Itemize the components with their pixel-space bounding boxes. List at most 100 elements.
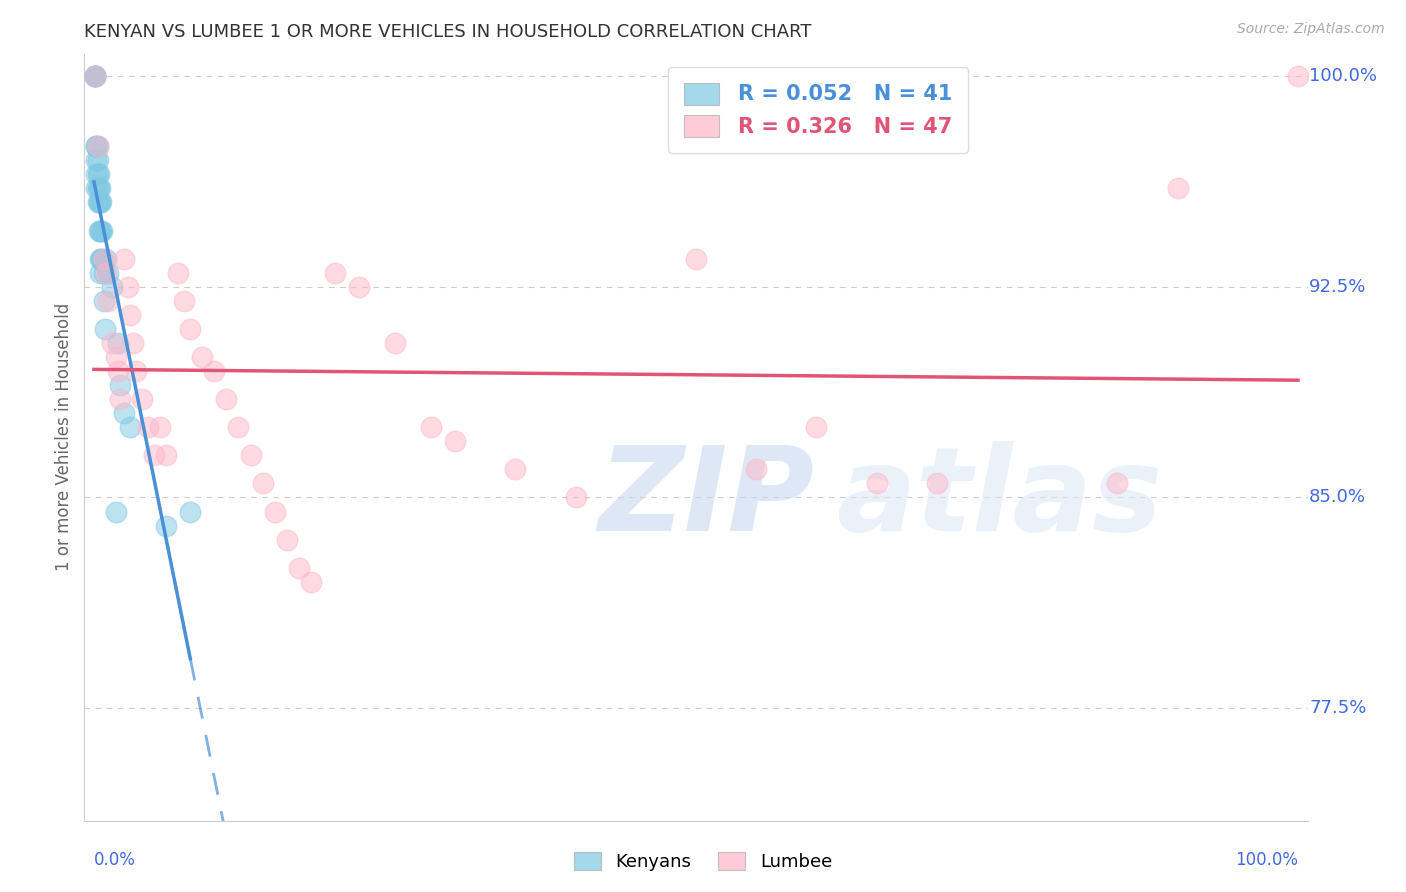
Legend: R = 0.052   N = 41, R = 0.326   N = 47: R = 0.052 N = 41, R = 0.326 N = 47 xyxy=(668,67,969,153)
Point xyxy=(93,252,115,266)
Point xyxy=(84,69,107,83)
Point xyxy=(87,181,110,195)
Text: ZIP: ZIP xyxy=(598,441,814,556)
Y-axis label: 1 or more Vehicles in Household: 1 or more Vehicles in Household xyxy=(55,303,73,571)
Text: Source: ZipAtlas.com: Source: ZipAtlas.com xyxy=(1237,22,1385,37)
Point xyxy=(84,69,107,83)
Point xyxy=(925,476,948,491)
Point xyxy=(263,504,285,518)
Point xyxy=(89,252,111,266)
Legend: Kenyans, Lumbee: Kenyans, Lumbee xyxy=(567,845,839,879)
Text: 0.0%: 0.0% xyxy=(94,851,136,869)
Point xyxy=(191,350,214,364)
Point xyxy=(179,504,201,518)
Point xyxy=(91,223,114,237)
Point xyxy=(239,448,262,462)
Point xyxy=(125,364,148,378)
Point xyxy=(86,181,108,195)
Point xyxy=(86,139,108,153)
Point xyxy=(228,420,250,434)
Point xyxy=(505,462,527,476)
Point xyxy=(110,392,132,406)
Point xyxy=(276,533,298,547)
Point xyxy=(94,252,117,266)
Point xyxy=(287,560,309,574)
Point xyxy=(112,406,135,420)
Point xyxy=(86,139,108,153)
Point xyxy=(84,69,107,83)
Point xyxy=(94,266,117,280)
Point xyxy=(90,195,112,210)
Point xyxy=(97,293,120,308)
Point xyxy=(120,420,142,434)
Text: 100.0%: 100.0% xyxy=(1309,67,1376,85)
Point xyxy=(86,167,108,181)
Point xyxy=(107,335,129,350)
Point xyxy=(179,322,201,336)
Point xyxy=(101,279,124,293)
Point xyxy=(87,167,110,181)
Point xyxy=(347,279,370,293)
Point xyxy=(89,266,111,280)
Point xyxy=(1167,181,1189,195)
Text: 92.5%: 92.5% xyxy=(1309,277,1367,296)
Point xyxy=(167,266,190,280)
Point xyxy=(745,462,768,476)
Point xyxy=(90,223,112,237)
Point xyxy=(299,574,322,589)
Text: atlas: atlas xyxy=(837,441,1163,556)
Point xyxy=(90,252,112,266)
Point xyxy=(865,476,887,491)
Point xyxy=(93,293,115,308)
Text: 100.0%: 100.0% xyxy=(1234,851,1298,869)
Point xyxy=(86,195,108,210)
Point xyxy=(444,434,467,449)
Point xyxy=(104,350,127,364)
Point xyxy=(420,420,443,434)
Point xyxy=(1107,476,1129,491)
Point xyxy=(89,181,111,195)
Point xyxy=(94,322,117,336)
Point xyxy=(1286,69,1309,83)
Point xyxy=(86,181,108,195)
Point xyxy=(104,504,127,518)
Point xyxy=(101,335,124,350)
Point xyxy=(87,195,110,210)
Point xyxy=(685,252,707,266)
Point xyxy=(110,378,132,392)
Point xyxy=(86,153,108,168)
Point xyxy=(131,392,153,406)
Point xyxy=(155,518,177,533)
Point xyxy=(112,252,135,266)
Point xyxy=(136,420,159,434)
Point xyxy=(93,266,115,280)
Point xyxy=(84,69,107,83)
Point xyxy=(89,223,111,237)
Point xyxy=(120,308,142,322)
Point xyxy=(149,420,172,434)
Point xyxy=(384,335,406,350)
Point xyxy=(143,448,166,462)
Point xyxy=(117,279,139,293)
Point xyxy=(252,476,274,491)
Text: 77.5%: 77.5% xyxy=(1309,699,1367,717)
Point xyxy=(121,335,143,350)
Point xyxy=(86,139,108,153)
Point xyxy=(91,252,114,266)
Point xyxy=(89,195,111,210)
Point xyxy=(84,69,107,83)
Point xyxy=(86,167,108,181)
Point xyxy=(87,223,110,237)
Point xyxy=(107,364,129,378)
Point xyxy=(173,293,195,308)
Point xyxy=(86,139,108,153)
Point xyxy=(97,266,120,280)
Point xyxy=(86,153,108,168)
Point xyxy=(806,420,828,434)
Point xyxy=(155,448,177,462)
Text: 85.0%: 85.0% xyxy=(1309,489,1367,507)
Point xyxy=(215,392,238,406)
Text: KENYAN VS LUMBEE 1 OR MORE VEHICLES IN HOUSEHOLD CORRELATION CHART: KENYAN VS LUMBEE 1 OR MORE VEHICLES IN H… xyxy=(84,23,811,41)
Point xyxy=(202,364,225,378)
Point xyxy=(564,491,586,505)
